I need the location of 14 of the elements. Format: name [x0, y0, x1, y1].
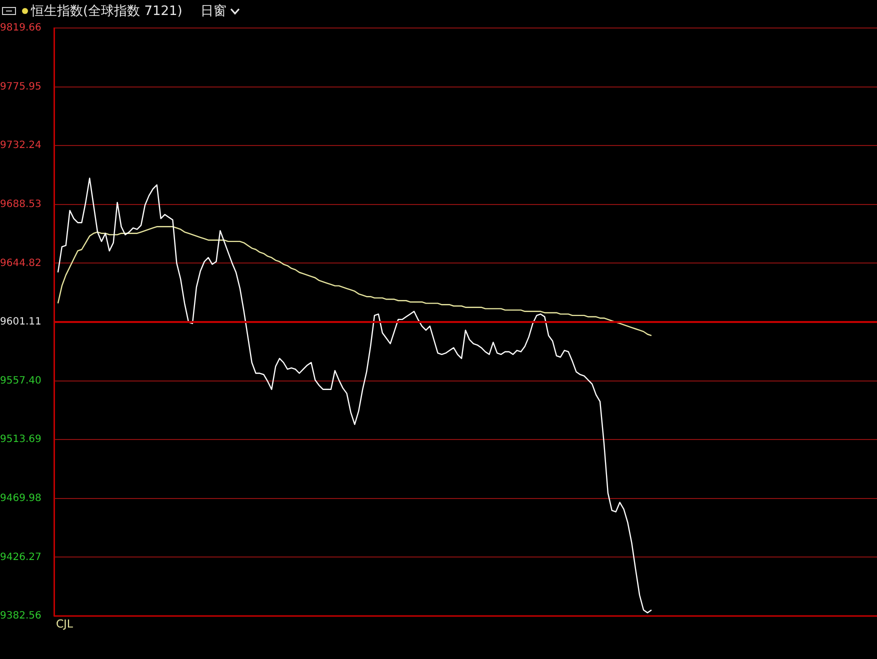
y-tick-label: 9426.27 — [0, 552, 42, 563]
y-tick-label: 9469.98 — [0, 492, 42, 504]
y-tick-label: 9557.40 — [0, 375, 42, 386]
y-tick-label: 9513.69 — [0, 434, 42, 446]
y-tick-label: 9688.53 — [0, 198, 42, 210]
y-tick-label: 9819.66 — [0, 22, 42, 34]
chart-title: 恒生指数(全球指数 7121) — [31, 3, 182, 20]
y-tick-label: 9644.82 — [0, 258, 42, 269]
text: CJL — [56, 617, 74, 630]
y-tick-label: 9382.56 — [0, 610, 42, 622]
y-tick-label: 9601.11 — [0, 316, 42, 328]
chart-subtitle: 日窗 — [200, 3, 226, 20]
y-tick-label: 9732.24 — [0, 140, 42, 152]
y-tick-label: 9775.95 — [0, 81, 42, 92]
